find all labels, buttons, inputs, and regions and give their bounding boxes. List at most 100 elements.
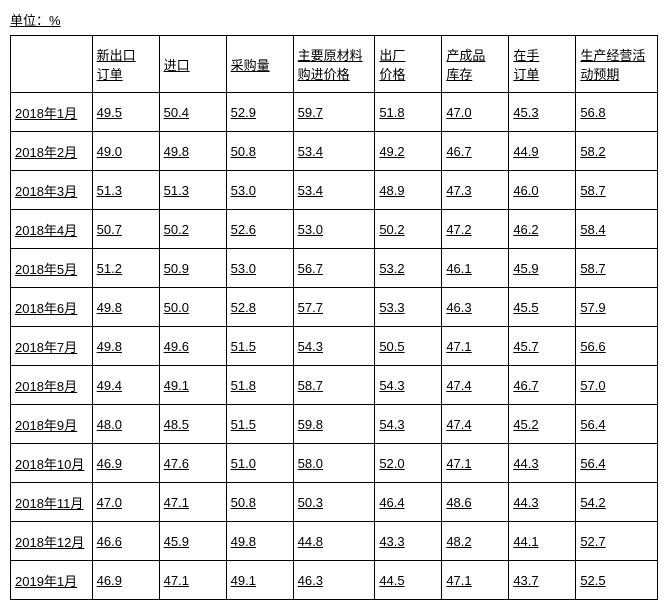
cell: 56.8: [576, 93, 658, 132]
table-row: 2018年5月51.250.953.056.753.246.145.958.7: [11, 249, 658, 288]
cell: 59.7: [293, 93, 375, 132]
cell: 49.1: [226, 561, 293, 600]
cell: 48.0: [92, 405, 159, 444]
cell: 44.8: [293, 522, 375, 561]
cell: 58.7: [576, 171, 658, 210]
col-header-line1: 进口: [164, 58, 190, 73]
row-label: 2019年1月: [11, 561, 93, 600]
col-header-line1: 主要原材料: [298, 48, 363, 63]
col-header-2: 进口: [159, 36, 226, 93]
cell: 46.0: [509, 171, 576, 210]
cell: 52.0: [375, 444, 442, 483]
cell: 53.0: [293, 210, 375, 249]
cell: 46.2: [509, 210, 576, 249]
col-header-0: [11, 36, 93, 93]
cell: 53.3: [375, 288, 442, 327]
table-row: 2018年12月46.645.949.844.843.348.244.152.7: [11, 522, 658, 561]
cell: 50.5: [375, 327, 442, 366]
table-row: 2018年8月49.449.151.858.754.347.446.757.0: [11, 366, 658, 405]
cell: 56.4: [576, 405, 658, 444]
cell: 46.3: [293, 561, 375, 600]
cell: 47.2: [442, 210, 509, 249]
cell: 57.0: [576, 366, 658, 405]
cell: 47.1: [442, 327, 509, 366]
cell: 48.2: [442, 522, 509, 561]
cell: 50.8: [226, 132, 293, 171]
cell: 44.5: [375, 561, 442, 600]
cell: 53.0: [226, 249, 293, 288]
col-header-line2: 订单: [513, 67, 539, 82]
cell: 51.3: [92, 171, 159, 210]
col-header-line2: 价格: [379, 67, 405, 82]
col-header-line1: 产成品: [446, 48, 485, 63]
cell: 57.9: [576, 288, 658, 327]
cell: 49.5: [92, 93, 159, 132]
row-label: 2018年9月: [11, 405, 93, 444]
cell: 57.7: [293, 288, 375, 327]
cell: 47.1: [159, 561, 226, 600]
table-row: 2018年4月50.750.252.653.050.247.246.258.4: [11, 210, 658, 249]
cell: 54.3: [293, 327, 375, 366]
row-label: 2018年11月: [11, 483, 93, 522]
cell: 47.1: [442, 561, 509, 600]
cell: 45.2: [509, 405, 576, 444]
col-header-line1: 在手: [513, 48, 539, 63]
cell: 58.7: [293, 366, 375, 405]
table-row: 2018年3月51.351.353.053.448.947.346.058.7: [11, 171, 658, 210]
cell: 48.9: [375, 171, 442, 210]
cell: 49.6: [159, 327, 226, 366]
cell: 50.8: [226, 483, 293, 522]
cell: 53.0: [226, 171, 293, 210]
unit-label: 单位：%: [10, 10, 657, 35]
cell: 49.2: [375, 132, 442, 171]
cell: 51.2: [92, 249, 159, 288]
row-label: 2018年3月: [11, 171, 93, 210]
cell: 45.9: [159, 522, 226, 561]
row-label: 2018年2月: [11, 132, 93, 171]
cell: 51.8: [226, 366, 293, 405]
cell: 50.0: [159, 288, 226, 327]
cell: 51.8: [375, 93, 442, 132]
cell: 52.5: [576, 561, 658, 600]
col-header-line1: 出厂: [379, 48, 405, 63]
cell: 44.3: [509, 444, 576, 483]
data-table: 新出口订单进口采购量主要原材料购进价格出厂价格产成品库存在手订单生产经营活动预期…: [10, 35, 658, 600]
cell: 49.0: [92, 132, 159, 171]
col-header-8: 生产经营活动预期: [576, 36, 658, 93]
row-label: 2018年10月: [11, 444, 93, 483]
table-row: 2018年6月49.850.052.857.753.346.345.557.9: [11, 288, 658, 327]
cell: 53.4: [293, 171, 375, 210]
col-header-line2: 订单: [97, 67, 123, 82]
cell: 49.4: [92, 366, 159, 405]
col-header-line1: 新出口: [97, 48, 136, 63]
table-row: 2018年1月49.550.452.959.751.847.045.356.8: [11, 93, 658, 132]
cell: 50.4: [159, 93, 226, 132]
cell: 44.1: [509, 522, 576, 561]
cell: 47.4: [442, 405, 509, 444]
row-label: 2018年4月: [11, 210, 93, 249]
col-header-7: 在手订单: [509, 36, 576, 93]
row-label: 2018年7月: [11, 327, 93, 366]
col-header-line2: 动预期: [580, 67, 619, 82]
cell: 50.7: [92, 210, 159, 249]
col-header-5: 出厂价格: [375, 36, 442, 93]
cell: 51.5: [226, 405, 293, 444]
col-header-6: 产成品库存: [442, 36, 509, 93]
cell: 50.3: [293, 483, 375, 522]
cell: 47.0: [92, 483, 159, 522]
col-header-line1: 采购量: [231, 58, 270, 73]
cell: 46.7: [442, 132, 509, 171]
cell: 45.3: [509, 93, 576, 132]
cell: 46.9: [92, 561, 159, 600]
col-header-line1: 生产经营活: [580, 48, 645, 63]
cell: 47.3: [442, 171, 509, 210]
cell: 47.0: [442, 93, 509, 132]
cell: 59.8: [293, 405, 375, 444]
cell: 58.7: [576, 249, 658, 288]
cell: 44.9: [509, 132, 576, 171]
cell: 52.9: [226, 93, 293, 132]
cell: 52.7: [576, 522, 658, 561]
cell: 48.5: [159, 405, 226, 444]
cell: 50.9: [159, 249, 226, 288]
cell: 46.3: [442, 288, 509, 327]
